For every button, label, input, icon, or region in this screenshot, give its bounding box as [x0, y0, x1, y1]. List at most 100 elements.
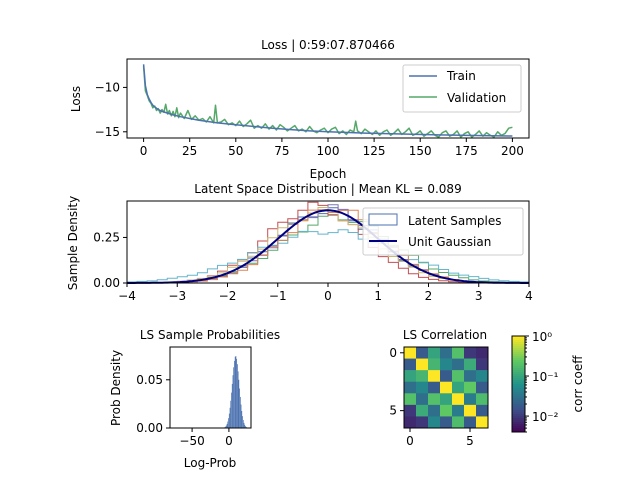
- colorbar-segment: [512, 348, 525, 351]
- corr-cell: [452, 358, 465, 371]
- corr-heatmap-cells: [404, 347, 489, 429]
- colorbar-segment: [512, 406, 525, 409]
- corr-ticks: 0 5 0 5: [389, 346, 473, 448]
- corr-cell: [416, 358, 429, 371]
- loss-xtick-label: 25: [182, 144, 197, 158]
- loss-xtick-label: 75: [274, 144, 289, 158]
- latent-legend-samples-swatch: [368, 213, 398, 226]
- corr-cell: [464, 404, 477, 417]
- colorbar-segment: [512, 356, 525, 359]
- probs-bar: [237, 371, 239, 428]
- colorbar-segment: [512, 340, 525, 343]
- colorbar-segment: [512, 358, 525, 361]
- colorbar-segment: [512, 342, 525, 345]
- corr-cell: [440, 381, 453, 394]
- probs-chart: LS Sample Probabilities −50 0 0.00 0.05 Log…: [109, 328, 280, 470]
- latent-ylabel: Sample Density: [66, 196, 80, 290]
- colorbar-segment: [512, 372, 525, 375]
- colorbar-label: corr coeff: [571, 355, 585, 413]
- corr-cell: [452, 404, 465, 417]
- probs-bar: [225, 425, 227, 428]
- latent-plot-frame: [126, 200, 530, 284]
- probs-bars: [220, 356, 247, 428]
- probs-bar: [228, 418, 229, 428]
- corr-cell: [476, 370, 489, 383]
- corr-cell: [452, 416, 465, 429]
- corr-cell: [428, 370, 441, 383]
- probs-ylabel: Prob Density: [109, 350, 123, 426]
- probs-bar: [237, 364, 238, 428]
- loss-xtick-label: 150: [409, 144, 432, 158]
- probs-bar: [225, 426, 226, 428]
- latent-ticks: −4 −3 −2 −1 0 1 2 3 4 0.00 0.25: [93, 230, 533, 303]
- corr-plot-frame: [403, 346, 489, 429]
- probs-bar: [242, 416, 243, 428]
- probs-title: LS Sample Probabilities: [140, 328, 280, 342]
- probs-bar: [228, 413, 230, 428]
- loss-xtick-label: 0: [140, 144, 148, 158]
- colorbar-segment: [512, 360, 525, 363]
- latent-legend-samples-label: Latent Samples: [408, 214, 502, 228]
- loss-xtick-label: 50: [228, 144, 243, 158]
- colorbar-segment: [512, 390, 525, 393]
- colorbar-segment: [512, 430, 525, 433]
- probs-bar: [231, 392, 232, 428]
- corr-cell: [452, 393, 465, 406]
- colorbar-segment: [512, 396, 525, 399]
- corr-cell: [416, 404, 429, 417]
- corr-cell: [416, 381, 429, 394]
- corr-cell: [440, 358, 453, 371]
- corr-cell: [416, 370, 429, 383]
- corr-cell: [428, 393, 441, 406]
- corr-cell: [464, 381, 477, 394]
- corr-cell: [476, 416, 489, 429]
- probs-bar: [239, 396, 241, 428]
- colorbar-segment: [512, 404, 525, 407]
- probs-ytick-label: 0.05: [136, 373, 163, 387]
- colorbar-segment: [512, 416, 525, 419]
- colorbar-segment: [512, 428, 525, 431]
- corr-cell: [452, 370, 465, 383]
- probs-bar: [231, 383, 233, 428]
- colorbar-segment: [512, 352, 525, 355]
- corr-cell: [428, 381, 441, 394]
- corr-cell: [404, 404, 417, 417]
- colorbar-segment: [512, 392, 525, 395]
- colorbar-segment: [512, 376, 525, 379]
- colorbar-segment: [512, 418, 525, 421]
- probs-bar: [235, 356, 237, 428]
- loss-title: Loss | 0:59:07.870466: [261, 38, 395, 52]
- probs-bar: [243, 422, 245, 428]
- latent-xtick-label: 0: [324, 289, 332, 303]
- loss-ticks: 0 25 50 75 100 125 150 175 200 −15 −10: [95, 80, 524, 158]
- latent-histogram-step: [127, 229, 529, 283]
- loss-legend-validation-label: Validation: [447, 91, 506, 105]
- corr-cell: [416, 347, 429, 359]
- unit-gaussian-curve: [127, 209, 529, 284]
- corr-chart: LS Correlation 0 5 0 5 10⁰ 10⁻¹ 10⁻² corr coe…: [389, 328, 585, 448]
- colorbar-segment: [512, 378, 525, 381]
- loss-xtick-label: 100: [317, 144, 340, 158]
- loss-xlabel: Epoch: [310, 167, 347, 181]
- colorbar-tick-label: 10⁻¹: [532, 370, 559, 384]
- loss-series: [142, 64, 513, 138]
- loss-xtick-label: 200: [501, 144, 524, 158]
- colorbar-segment: [512, 368, 525, 371]
- corr-cell: [404, 358, 417, 371]
- colorbar-frame: [511, 335, 526, 433]
- corr-cell: [440, 370, 453, 383]
- probs-plot-frame: [169, 346, 252, 429]
- corr-cell: [428, 404, 441, 417]
- probs-bar: [245, 426, 247, 428]
- colorbar-segment: [512, 394, 525, 397]
- corr-title: LS Correlation: [403, 328, 487, 342]
- corr-cell: [428, 347, 441, 359]
- corr-cell: [440, 416, 453, 429]
- corr-cell: [464, 416, 477, 429]
- latent-xtick-label: 1: [374, 289, 382, 303]
- colorbar-segment: [512, 388, 525, 391]
- probs-bar: [245, 426, 246, 428]
- colorbar-segment: [512, 370, 525, 373]
- colorbar-segment: [512, 420, 525, 423]
- probs-bar: [230, 400, 232, 428]
